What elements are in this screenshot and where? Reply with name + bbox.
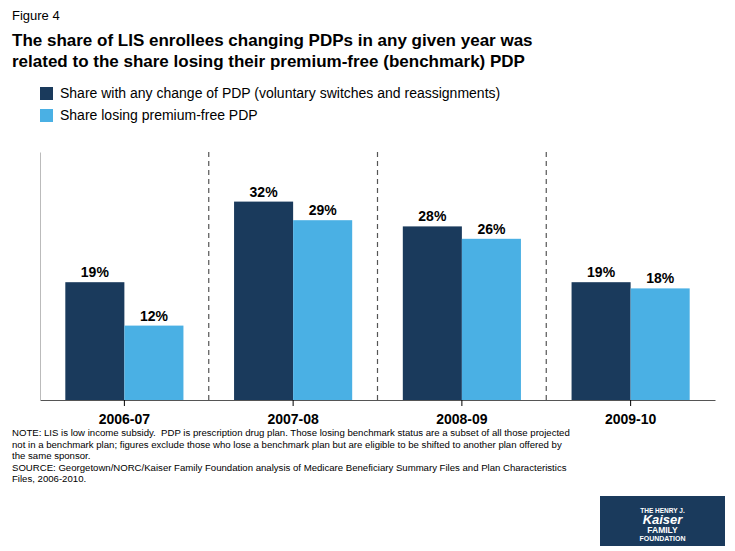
legend-label: Share losing premium-free PDP (60, 107, 258, 123)
group-divider (377, 152, 378, 400)
chart: Figure 4 The share of LIS enrollees chang… (0, 0, 735, 551)
x-tick: 2009-10 (605, 400, 657, 427)
data-label: 29% (309, 202, 338, 218)
note: NOTE: LIS is low income subsidy. PDP is … (12, 427, 570, 484)
text-line: the same sponsor. (12, 450, 90, 461)
data-label: 26% (477, 221, 506, 237)
title: The share of LIS enrollees changing PDPs… (12, 31, 533, 71)
bar (572, 282, 631, 400)
data-label: 12% (140, 308, 169, 324)
x-tick-mark (293, 400, 294, 406)
legend-label: Share with any change of PDP (voluntary … (60, 85, 500, 101)
bar-series (124, 220, 689, 400)
plot: 19%32%28%19%12%29%26%18%2006-072007-0820… (41, 152, 716, 427)
text-line: NOTE: LIS is low income subsidy. PDP is … (12, 427, 570, 438)
x-tick-label: 2007-08 (267, 411, 319, 427)
figure-label: Figure 4 (12, 8, 60, 23)
bar-series (65, 202, 630, 400)
x-tick-mark (461, 400, 462, 406)
data-label: 19% (81, 264, 110, 280)
data-label: 32% (250, 184, 279, 200)
x-tick-mark (630, 400, 631, 406)
bar (293, 220, 352, 400)
x-tick: 2006-07 (99, 400, 151, 427)
bar (631, 288, 690, 400)
logo: THE HENRY J.KaiserFAMILYFOUNDATION (600, 496, 725, 546)
legend-swatch (40, 87, 53, 100)
data-label: 19% (587, 264, 616, 280)
legend-item: Share losing premium-free PDP (40, 107, 258, 123)
text-line: related to the share losing their premiu… (12, 52, 525, 71)
x-tick: 2007-08 (267, 400, 319, 427)
x-tick-label: 2009-10 (605, 411, 657, 427)
bar (403, 226, 462, 400)
legend-item: Share with any change of PDP (voluntary … (40, 85, 500, 101)
marks (65, 152, 689, 400)
x-tick-label: 2006-07 (99, 411, 151, 427)
bar (65, 282, 124, 400)
y-axis (40, 153, 41, 401)
y-axis-line (40, 153, 41, 401)
logo-text: FOUNDATION (639, 535, 685, 542)
x-axis-line (41, 400, 716, 401)
x-tick-label: 2008-09 (436, 411, 488, 427)
x-tick-mark (124, 400, 125, 406)
text-line: not in a benchmark plan; figures exclude… (12, 439, 562, 450)
group-divider (208, 152, 209, 400)
data-labels: 19% 32% 28% 19% 12% 29% 26% 18% (81, 184, 675, 324)
bar (234, 202, 293, 400)
text-line: SOURCE: Georgetown/NORC/Kaiser Family Fo… (12, 462, 567, 473)
x-tick: 2008-09 (436, 400, 488, 427)
x-axis: 2006-07 2007-08 2008-09 2009-10 (41, 400, 716, 427)
legend-swatch (40, 109, 53, 122)
bar (124, 326, 183, 400)
legend: Share with any change of PDP (voluntary … (40, 85, 500, 123)
text-line: Files, 2006-2010. (12, 473, 86, 484)
logo-text: FAMILY (647, 525, 678, 535)
bar (462, 239, 521, 400)
data-label: 18% (646, 270, 675, 286)
logo-box (600, 496, 725, 546)
data-label: 28% (418, 208, 447, 224)
group-divider (546, 152, 547, 400)
text-line: The share of LIS enrollees changing PDPs… (12, 31, 533, 50)
